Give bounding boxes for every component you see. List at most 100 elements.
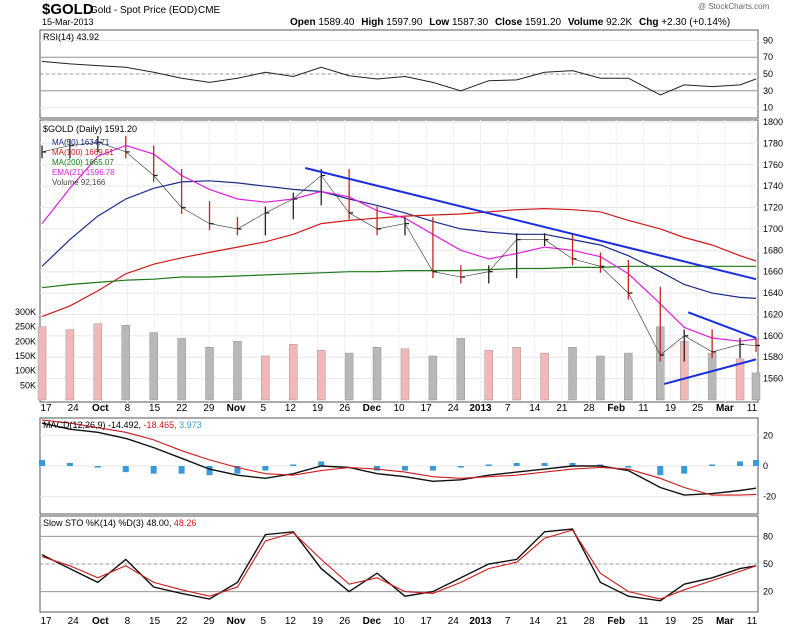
volume-bar (568, 347, 577, 401)
sto-d-line (41, 529, 757, 600)
date-tick: Feb (607, 403, 625, 414)
chart-date: 15-Mar-2013 (42, 17, 94, 27)
rsi-tick: 90 (763, 35, 773, 45)
date-tick: Mar (716, 403, 734, 414)
sto-tick: 50 (763, 559, 773, 569)
chart-exchange: CME (198, 5, 221, 16)
open-label: Open (290, 17, 316, 28)
volume-bar (735, 358, 745, 401)
volume-bar (540, 352, 549, 401)
macd-histogram-bar (39, 459, 45, 466)
volume-bar (289, 344, 298, 401)
date-tick: Mar (716, 616, 734, 627)
rsi-line (41, 60, 757, 96)
volume-tick: 150K (15, 351, 36, 361)
macd-histogram-bar (513, 462, 520, 466)
date-tick: Oct (92, 616, 109, 627)
sto-tick: 80 (763, 531, 773, 541)
price-tick: 1680 (763, 245, 783, 255)
date-tick: 14 (529, 616, 541, 627)
date-tick: 11 (638, 616, 649, 627)
volume-tick: 50K (20, 380, 36, 390)
volume-bar (484, 349, 493, 401)
rsi-legend: RSI(14) 43.92 (43, 32, 99, 42)
rsi-tick: 30 (763, 86, 773, 96)
volume-bar (261, 355, 270, 401)
date-tick: 29 (203, 616, 215, 627)
date-tick: 17 (421, 616, 433, 627)
price-tick: 1620 (763, 309, 783, 319)
price-tick: 1600 (763, 331, 783, 341)
low-label: Low (429, 17, 449, 28)
rsi-tick: 50 (763, 69, 773, 79)
date-tick: Dec (363, 403, 382, 414)
date-tick: 21 (556, 616, 568, 627)
macd-histogram-bar (262, 466, 269, 471)
date-tick: Dec (363, 616, 382, 627)
macd-legend: MACD(12,26,9) -14.492, -18.465, 3.973 (43, 420, 202, 430)
volume-label: Volume (568, 17, 604, 28)
macd-histogram-bar (457, 466, 464, 468)
date-tick: 25 (692, 403, 704, 414)
date-tick: 17 (40, 403, 52, 414)
price-tick: 1640 (763, 288, 783, 298)
date-tick: 28 (584, 616, 596, 627)
macd-histogram-bar (541, 462, 548, 466)
legend-ma100: MA(100) 1669.51 (52, 148, 114, 157)
legend-ma200: MA(200) 1665.07 (52, 158, 114, 167)
ma100-line (41, 207, 757, 318)
volume-bar (428, 355, 438, 401)
quote-line: Open 1589.40 High 1597.90 Low 1587.30 Cl… (290, 17, 730, 28)
macd-histogram-bar (569, 462, 576, 466)
date-tick: 24 (68, 616, 80, 627)
date-tick: 5 (260, 616, 266, 627)
chart-symbol: $GOLD (42, 1, 94, 18)
volume-tick: 200K (15, 336, 36, 346)
axis-ticks: 9070503010180017801760174017201700168016… (15, 35, 783, 627)
sto-legend-main: Slow STO %K(14) %D(3) 48.00, (43, 518, 171, 528)
volume-tick: 300K (15, 307, 36, 317)
open-value: 1589.40 (318, 17, 355, 28)
macd-histogram-bar (401, 466, 408, 471)
macd-histogram-bar (709, 464, 716, 466)
trendline (305, 167, 757, 281)
macd-histogram-bar (318, 461, 325, 466)
date-tick: 12 (285, 616, 297, 627)
volume-bar (400, 348, 410, 401)
grid-lines (40, 39, 758, 593)
date-tick: 14 (529, 403, 541, 414)
volume-bar (317, 349, 326, 401)
date-tick: 2013 (469, 616, 492, 627)
ma200-line (41, 265, 756, 289)
date-tick: 19 (312, 403, 324, 414)
macd-legend-main: MACD(12,26,9) -14.492, (43, 420, 141, 430)
date-tick: 19 (312, 616, 324, 627)
macd-histogram-bar (290, 464, 297, 466)
date-tick: 2013 (469, 403, 492, 414)
volume-tick: 100K (15, 366, 36, 376)
volume-bar (93, 323, 103, 401)
date-tick: 7 (505, 403, 511, 414)
date-tick: 8 (125, 403, 131, 414)
date-tick: 17 (40, 616, 52, 627)
date-tick: 11 (747, 403, 758, 414)
date-tick: 24 (68, 403, 80, 414)
trendline (663, 358, 757, 385)
close-value: 1591.20 (525, 17, 562, 28)
date-tick: 5 (260, 403, 266, 414)
macd-histogram-bar (625, 466, 632, 468)
rsi-tick: 10 (763, 103, 773, 113)
macd-legend-signal: -18.465, (144, 420, 177, 430)
sto-k-line (41, 528, 757, 602)
volume-bar (149, 332, 158, 401)
close-label: Close (495, 17, 523, 28)
price-tick: 1660 (763, 267, 783, 277)
date-tick: 26 (339, 403, 351, 414)
date-tick: 22 (176, 403, 188, 414)
date-tick: Nov (227, 616, 246, 627)
price-tick: 1740 (763, 181, 783, 191)
date-tick: 15 (149, 403, 161, 414)
date-tick: 10 (393, 616, 405, 627)
date-tick: Feb (607, 616, 625, 627)
